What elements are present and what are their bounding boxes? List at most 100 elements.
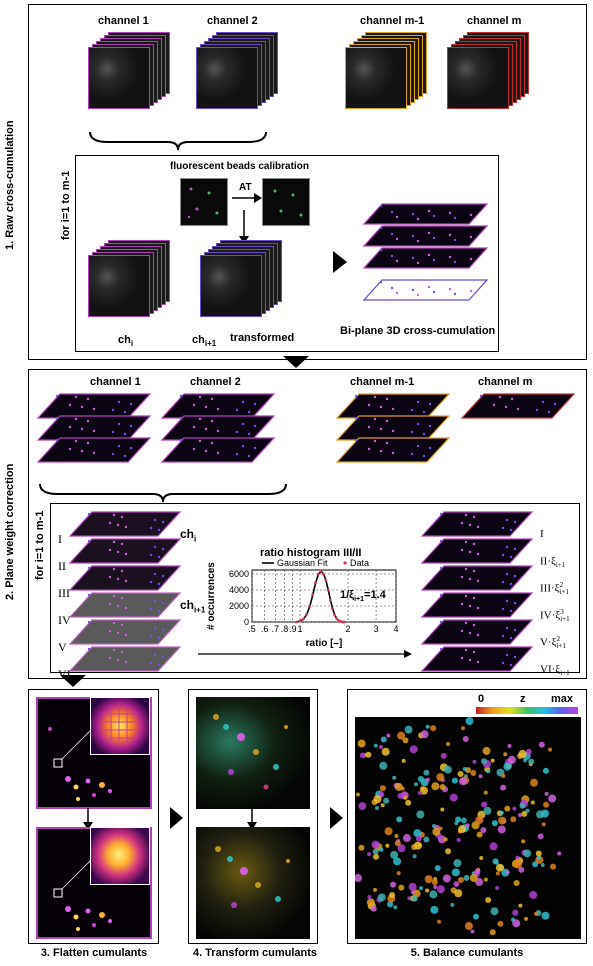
balance-speck bbox=[396, 816, 403, 823]
balance-speck bbox=[423, 836, 430, 843]
balance-speck bbox=[541, 809, 550, 818]
balance-speck bbox=[492, 858, 499, 865]
balance-speck bbox=[383, 797, 390, 804]
balance-speck bbox=[384, 827, 393, 836]
section1-channel-1-label: channel 1 bbox=[98, 15, 149, 27]
balance-speck bbox=[463, 874, 470, 881]
right-plane bbox=[420, 646, 534, 672]
balance-speck bbox=[440, 807, 445, 812]
balance-speck bbox=[372, 848, 379, 855]
balance-speck bbox=[396, 871, 401, 876]
balance-speck bbox=[412, 854, 417, 859]
right-plane bbox=[420, 538, 534, 564]
data-point bbox=[335, 617, 339, 621]
balance-speck bbox=[417, 776, 424, 783]
balance-speck bbox=[356, 792, 360, 797]
balance-speck bbox=[464, 922, 473, 931]
legend-data-swatch bbox=[343, 561, 347, 565]
balance-speck bbox=[373, 743, 378, 748]
stack-slice bbox=[88, 47, 150, 109]
balance-speck bbox=[485, 896, 492, 903]
balance-speck bbox=[489, 929, 496, 936]
balance-speck bbox=[359, 752, 366, 759]
stack-slice bbox=[196, 47, 258, 109]
data-point bbox=[298, 619, 302, 623]
balance-speck bbox=[451, 777, 458, 784]
balance-speck bbox=[405, 799, 412, 806]
balance-speck bbox=[521, 839, 526, 844]
roman-label: III bbox=[58, 586, 70, 600]
balance-speck bbox=[557, 851, 562, 856]
balance-speck bbox=[397, 731, 406, 740]
section1-right-arrow-triangle bbox=[333, 251, 347, 273]
section1-title: 1. Raw cross-cumulation bbox=[4, 120, 16, 250]
colorbar-label-max: max bbox=[551, 693, 574, 705]
balance-speck bbox=[525, 808, 530, 813]
balance-speck bbox=[541, 911, 550, 920]
balance-speck bbox=[497, 825, 506, 834]
y-tick-label: 4000 bbox=[229, 585, 249, 595]
balance-speck bbox=[536, 855, 541, 860]
data-point bbox=[328, 599, 332, 602]
balance-speck bbox=[379, 847, 384, 852]
x-tick-label: 1 bbox=[297, 624, 302, 634]
x-tick-label: .5 bbox=[248, 624, 256, 634]
balance-speck bbox=[379, 785, 386, 792]
balance-speck bbox=[366, 898, 375, 907]
balance-speck bbox=[530, 778, 539, 787]
balance-speck bbox=[510, 816, 517, 823]
balance-speck bbox=[548, 747, 553, 752]
balance-speck bbox=[518, 866, 525, 873]
balance-speck bbox=[490, 758, 495, 763]
balance-image bbox=[354, 716, 581, 939]
balance-speck bbox=[425, 888, 430, 893]
section1-inner-box bbox=[75, 155, 499, 352]
stack-slice bbox=[200, 255, 262, 317]
balance-speck bbox=[440, 752, 447, 759]
data-point bbox=[333, 613, 337, 617]
balance-speck bbox=[390, 850, 399, 859]
ch-i-label: chi bbox=[118, 334, 134, 349]
ratio-annotation: 1/ξi+1=1.4 bbox=[340, 589, 387, 603]
balance-speck bbox=[393, 857, 402, 866]
balance-speck bbox=[529, 890, 538, 899]
chart-title: ratio histogram III/II bbox=[260, 547, 362, 559]
balance-speck bbox=[371, 840, 380, 849]
balance-speck bbox=[432, 827, 441, 836]
balance-speck bbox=[501, 773, 506, 778]
weighted-label: IV·ξ3 i+1 bbox=[540, 608, 570, 623]
balance-speck bbox=[540, 862, 545, 867]
x-tick-label: .9 bbox=[289, 624, 297, 634]
data-point bbox=[343, 620, 346, 624]
balance-speck bbox=[500, 784, 507, 791]
balance-speck bbox=[514, 860, 523, 869]
section2-channel-2-label: channel 2 bbox=[190, 376, 241, 388]
left-plane-III bbox=[68, 565, 182, 591]
balance-speck bbox=[424, 875, 433, 884]
balance-speck bbox=[451, 868, 460, 877]
balance-speck bbox=[453, 859, 462, 868]
balance-speck bbox=[460, 817, 467, 824]
balance-speck bbox=[503, 752, 508, 757]
balance-speck bbox=[453, 881, 460, 888]
balance-speck bbox=[378, 744, 383, 749]
balance-speck bbox=[436, 919, 441, 924]
balance-speck bbox=[373, 853, 380, 860]
balance-speck bbox=[518, 749, 527, 758]
x-tick-label: .8 bbox=[281, 624, 289, 634]
balance-speck bbox=[507, 755, 516, 764]
x-tick-label: 2 bbox=[345, 624, 350, 634]
balance-speck bbox=[443, 837, 448, 842]
balance-speck bbox=[490, 907, 499, 916]
balance-speck bbox=[495, 886, 500, 891]
balance-speck bbox=[358, 844, 365, 851]
balance-speck bbox=[380, 736, 387, 743]
balance-speck bbox=[465, 716, 474, 725]
roman-label: I bbox=[58, 532, 62, 546]
section2-channel-m-label: channel m bbox=[478, 376, 533, 388]
balance-speck bbox=[373, 795, 382, 804]
balance-speck bbox=[523, 758, 528, 763]
transform-image-top bbox=[196, 697, 310, 809]
ratio-histogram-chart: .5 .6.7.8.9 1 2 3 4 0 2000 4000 6000 # occurrences… bbox=[206, 558, 399, 649]
right-plane bbox=[420, 619, 534, 645]
